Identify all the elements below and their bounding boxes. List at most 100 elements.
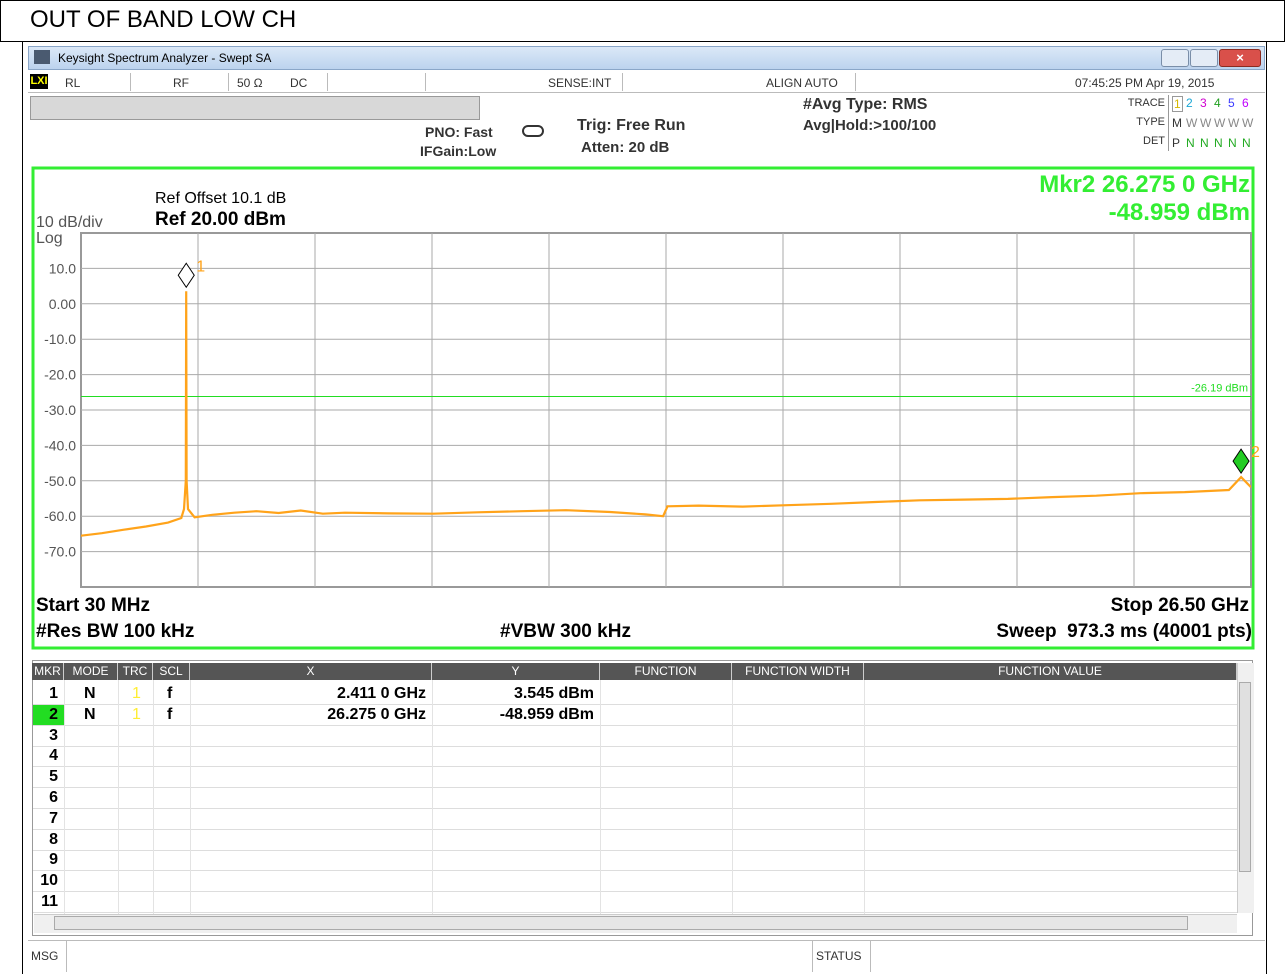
y-tick-label: -10.0 bbox=[44, 331, 76, 347]
status-item: RF bbox=[173, 76, 189, 90]
message-bar bbox=[28, 940, 1265, 973]
ifgain: IFGain:Low bbox=[420, 143, 497, 159]
table-cell: f bbox=[167, 685, 173, 702]
h-scroll-thumb[interactable] bbox=[54, 916, 1188, 930]
y-tick-label: -20.0 bbox=[44, 367, 76, 383]
column-line bbox=[600, 680, 601, 914]
v-scroll-thumb[interactable] bbox=[1239, 682, 1251, 872]
trace-panel-label: TYPE bbox=[1136, 116, 1165, 128]
status-item: 07:45:25 PM Apr 19, 2015 bbox=[1075, 76, 1215, 90]
divider bbox=[812, 940, 813, 972]
y-tick-label: -40.0 bbox=[44, 437, 76, 453]
close-button[interactable]: × bbox=[1219, 49, 1261, 67]
column-line bbox=[864, 680, 865, 914]
status-item: ALIGN AUTO bbox=[766, 76, 838, 90]
y-tick-label: -70.0 bbox=[44, 544, 76, 560]
marker-table bbox=[32, 660, 1253, 936]
table-cell: -48.959 dBm bbox=[499, 705, 594, 723]
column-header: MKR bbox=[32, 663, 64, 680]
minimize-button[interactable] bbox=[1161, 49, 1189, 67]
table-cell: 5 bbox=[49, 768, 58, 786]
table-cell: 2 bbox=[49, 705, 58, 723]
table-cell: 7 bbox=[49, 809, 58, 827]
row-line bbox=[33, 745, 1237, 747]
divider bbox=[622, 73, 623, 91]
table-cell: 6 bbox=[49, 789, 58, 806]
trace-panel-label: DET bbox=[1143, 135, 1165, 147]
attenuation: Atten: 20 dB bbox=[581, 139, 670, 156]
table-cell: 26.275 0 GHz bbox=[327, 705, 426, 723]
ref-level: Ref 20.00 dBm bbox=[155, 209, 286, 230]
status-item: 50 Ω bbox=[237, 76, 263, 90]
trace-det: N bbox=[1186, 136, 1195, 150]
marker-label: 2 bbox=[1251, 444, 1260, 461]
column-line bbox=[190, 680, 191, 914]
maximize-button[interactable] bbox=[1190, 49, 1218, 67]
trace-det: N bbox=[1200, 136, 1209, 150]
column-header: FUNCTION WIDTH bbox=[732, 663, 864, 680]
window-title: Keysight Spectrum Analyzer - Swept SA bbox=[58, 51, 272, 65]
column-line bbox=[732, 680, 733, 914]
trace-det: N bbox=[1214, 136, 1223, 150]
status-item: SENSE:INT bbox=[548, 76, 612, 90]
column-line bbox=[64, 680, 65, 914]
trace-number: 5 bbox=[1228, 96, 1235, 110]
marker bbox=[1232, 448, 1250, 475]
column-line bbox=[432, 680, 433, 914]
row-line bbox=[33, 870, 1237, 872]
trace-number: 3 bbox=[1200, 96, 1207, 110]
start-freq: Start 30 MHz bbox=[36, 595, 150, 616]
row-line bbox=[33, 704, 1237, 705]
row-line bbox=[33, 724, 1237, 726]
column-header: FUNCTION bbox=[600, 663, 732, 680]
row-line bbox=[33, 891, 1237, 893]
column-header: FUNCTION VALUE bbox=[864, 663, 1237, 680]
lxi-icon: LXI bbox=[30, 74, 48, 89]
column-line bbox=[153, 680, 154, 914]
row-line bbox=[33, 808, 1237, 809]
column-header: Y bbox=[432, 663, 600, 680]
y-tick-label: 0.00 bbox=[49, 296, 76, 312]
table-cell: 8 bbox=[49, 830, 58, 848]
app-icon bbox=[34, 50, 50, 64]
divider bbox=[870, 940, 871, 972]
rbw: #Res BW 100 kHz bbox=[36, 621, 194, 642]
entry-field[interactable] bbox=[30, 96, 480, 120]
stop-freq: Stop 26.50 GHz bbox=[1111, 595, 1249, 616]
column-line bbox=[118, 680, 119, 914]
selected-cell bbox=[33, 704, 64, 725]
trace-number: 6 bbox=[1242, 96, 1249, 110]
marker-readout-freq: Mkr2 26.275 0 GHz bbox=[1039, 171, 1250, 198]
trace-number: 1 bbox=[1172, 96, 1183, 112]
marker-label: 1 bbox=[196, 258, 205, 275]
trace-number: 4 bbox=[1214, 96, 1221, 110]
row-line bbox=[33, 849, 1237, 851]
table-cell: 4 bbox=[49, 747, 58, 765]
trace-panel-box bbox=[1168, 95, 1259, 151]
table-cell: f bbox=[167, 705, 173, 723]
trace-det: N bbox=[1228, 136, 1237, 150]
divider bbox=[855, 73, 856, 91]
divider bbox=[228, 73, 229, 91]
status-item: DC bbox=[290, 76, 308, 90]
trigger: Trig: Free Run bbox=[577, 117, 686, 134]
row-line bbox=[33, 766, 1237, 768]
table-cell: 2.411 0 GHz bbox=[337, 685, 426, 702]
trace-number: 2 bbox=[1186, 96, 1193, 110]
vbw: #VBW 300 kHz bbox=[500, 621, 631, 642]
table-cell: 11 bbox=[41, 893, 58, 910]
trace-panel-label: TRACE bbox=[1127, 97, 1165, 109]
sweep: Sweep 973.3 ms (40001 pts) bbox=[996, 621, 1252, 642]
marker-readout-amp: -48.959 dBm bbox=[1109, 199, 1250, 226]
column-header: SCL bbox=[153, 663, 190, 680]
trace-type: W bbox=[1200, 116, 1212, 130]
table-cell: 9 bbox=[49, 851, 58, 869]
row-line bbox=[33, 912, 1237, 913]
column-header: TRC bbox=[118, 663, 153, 680]
trace-type: W bbox=[1242, 116, 1254, 130]
y-tick-label: -30.0 bbox=[44, 402, 76, 418]
status-label: STATUS bbox=[816, 949, 862, 963]
row-line bbox=[33, 787, 1237, 789]
